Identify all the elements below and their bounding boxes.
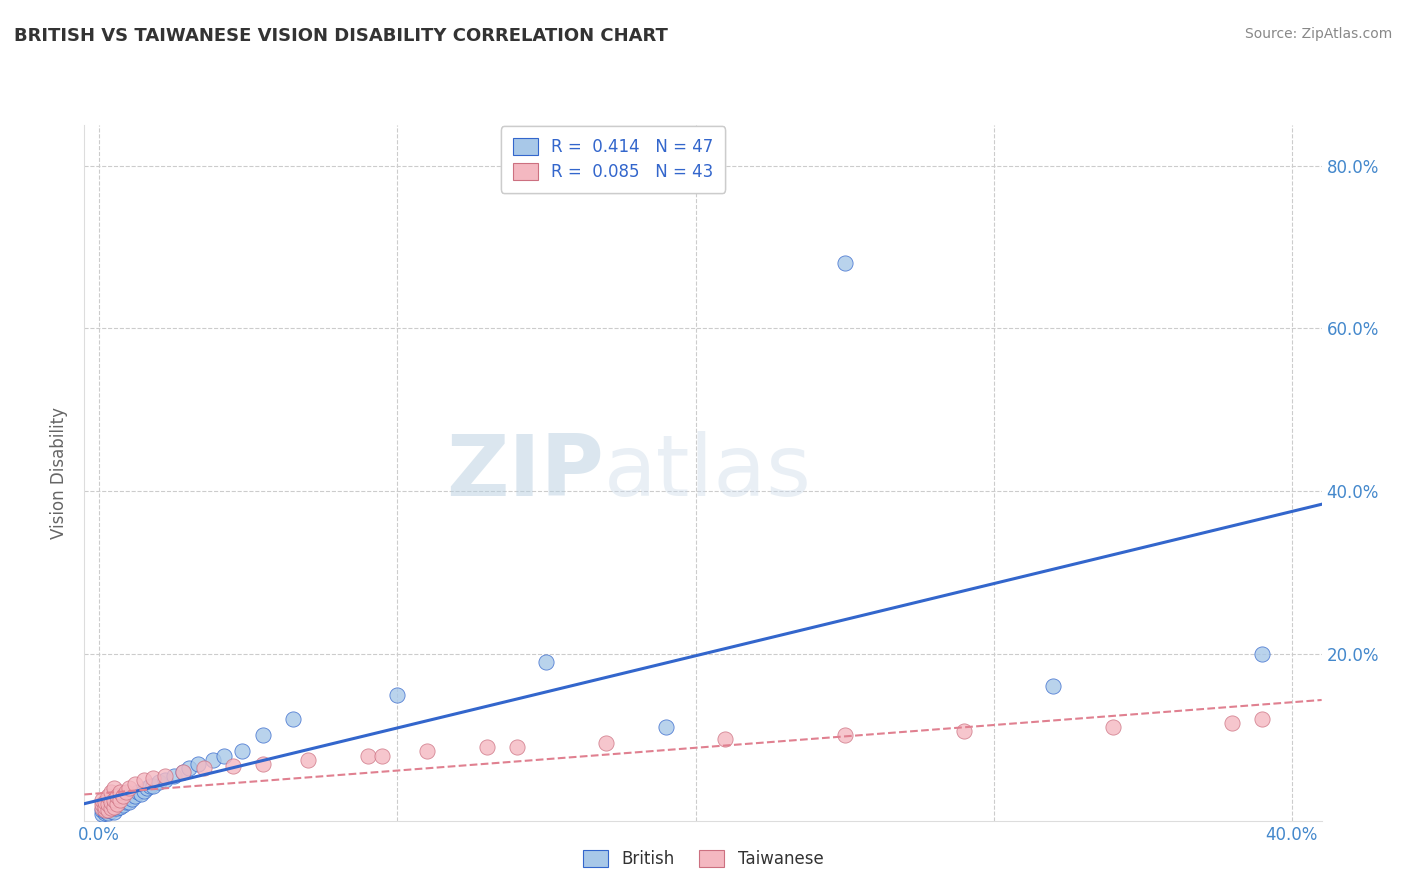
- Point: [714, 732, 737, 747]
- Point: [595, 736, 617, 750]
- Point: [103, 781, 125, 796]
- Point: [127, 785, 149, 799]
- Point: [97, 803, 120, 817]
- Point: [97, 803, 120, 817]
- Point: [97, 797, 120, 812]
- Point: [1251, 647, 1274, 661]
- Point: [132, 783, 155, 797]
- Point: [105, 797, 128, 812]
- Point: [118, 795, 141, 809]
- Point: [97, 799, 120, 814]
- Point: [371, 748, 394, 763]
- Point: [132, 772, 155, 787]
- Point: [252, 756, 274, 771]
- Point: [142, 771, 165, 785]
- Point: [136, 781, 159, 796]
- Point: [121, 791, 143, 805]
- Point: [100, 801, 122, 815]
- Point: [112, 789, 135, 804]
- Point: [118, 789, 141, 804]
- Point: [108, 795, 131, 809]
- Point: [124, 777, 146, 791]
- Point: [252, 728, 274, 742]
- Point: [654, 720, 676, 734]
- Legend: British, Taiwanese: British, Taiwanese: [576, 843, 830, 875]
- Point: [416, 744, 439, 758]
- Point: [231, 744, 253, 758]
- Point: [94, 803, 117, 817]
- Point: [153, 769, 176, 783]
- Point: [1042, 679, 1064, 693]
- Point: [281, 712, 304, 726]
- Point: [112, 793, 135, 807]
- Point: [187, 756, 209, 771]
- Point: [139, 779, 162, 793]
- Y-axis label: Vision Disability: Vision Disability: [51, 407, 69, 539]
- Point: [103, 805, 125, 819]
- Point: [91, 807, 114, 822]
- Point: [505, 740, 527, 755]
- Point: [124, 789, 146, 804]
- Point: [118, 781, 141, 796]
- Point: [94, 801, 117, 815]
- Point: [222, 759, 245, 773]
- Text: atlas: atlas: [605, 431, 813, 515]
- Point: [148, 775, 170, 789]
- Point: [94, 804, 117, 818]
- Point: [108, 799, 131, 814]
- Point: [103, 797, 125, 812]
- Point: [103, 801, 125, 815]
- Legend: R =  0.414   N = 47, R =  0.085   N = 43: R = 0.414 N = 47, R = 0.085 N = 43: [501, 127, 725, 193]
- Point: [100, 804, 122, 818]
- Text: ZIP: ZIP: [446, 431, 605, 515]
- Point: [105, 801, 128, 815]
- Point: [201, 753, 224, 767]
- Point: [103, 799, 125, 814]
- Point: [172, 764, 194, 779]
- Point: [1220, 716, 1243, 731]
- Point: [163, 769, 186, 783]
- Point: [115, 795, 138, 809]
- Point: [97, 805, 120, 820]
- Point: [103, 793, 125, 807]
- Point: [1251, 712, 1274, 726]
- Point: [1102, 720, 1125, 734]
- Point: [172, 764, 194, 779]
- Point: [356, 748, 378, 763]
- Point: [94, 799, 117, 814]
- Point: [100, 795, 122, 809]
- Point: [142, 779, 165, 793]
- Point: [834, 256, 856, 270]
- Text: BRITISH VS TAIWANESE VISION DISABILITY CORRELATION CHART: BRITISH VS TAIWANESE VISION DISABILITY C…: [14, 27, 668, 45]
- Point: [834, 728, 856, 742]
- Point: [105, 797, 128, 812]
- Point: [297, 753, 319, 767]
- Point: [536, 655, 558, 669]
- Point: [94, 795, 117, 809]
- Point: [100, 785, 122, 799]
- Point: [91, 803, 114, 817]
- Point: [108, 785, 131, 799]
- Point: [115, 785, 138, 799]
- Point: [91, 797, 114, 812]
- Point: [193, 761, 215, 775]
- Point: [153, 772, 176, 787]
- Point: [475, 740, 498, 755]
- Point: [91, 793, 114, 807]
- Point: [100, 801, 122, 815]
- Point: [94, 806, 117, 821]
- Point: [953, 724, 976, 739]
- Point: [387, 688, 409, 702]
- Point: [112, 798, 135, 813]
- Point: [108, 793, 131, 807]
- Text: Source: ZipAtlas.com: Source: ZipAtlas.com: [1244, 27, 1392, 41]
- Point: [91, 801, 114, 815]
- Point: [97, 789, 120, 804]
- Point: [214, 748, 236, 763]
- Point: [105, 789, 128, 804]
- Point: [129, 787, 152, 801]
- Point: [177, 761, 200, 775]
